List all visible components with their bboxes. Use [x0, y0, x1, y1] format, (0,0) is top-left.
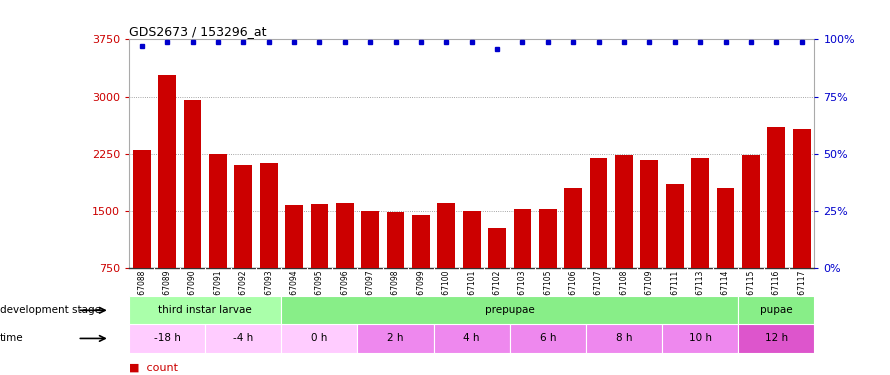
Text: 12 h: 12 h [765, 333, 788, 344]
Bar [662, 324, 738, 352]
Text: GSM67103: GSM67103 [518, 270, 527, 311]
Text: GSM67102: GSM67102 [492, 270, 502, 311]
Text: GSM67088: GSM67088 [137, 270, 146, 311]
Bar [158, 75, 176, 325]
Text: pupae: pupae [760, 305, 793, 315]
Text: GSM67094: GSM67094 [289, 270, 298, 311]
Text: -18 h: -18 h [154, 333, 181, 344]
Text: GSM67090: GSM67090 [188, 270, 197, 311]
Bar [692, 158, 709, 325]
Bar [742, 155, 760, 325]
Text: GDS2673 / 153296_at: GDS2673 / 153296_at [129, 25, 266, 38]
Bar [412, 215, 430, 325]
Bar [281, 296, 738, 324]
Bar [336, 203, 353, 325]
Text: 6 h: 6 h [539, 333, 556, 344]
Bar [590, 158, 608, 325]
Text: GSM67106: GSM67106 [569, 270, 578, 311]
Bar [586, 324, 662, 352]
Bar [514, 209, 531, 325]
Bar [386, 213, 404, 325]
Text: GSM67114: GSM67114 [721, 270, 730, 311]
Bar [539, 209, 557, 325]
Text: 8 h: 8 h [616, 333, 632, 344]
Text: GSM67101: GSM67101 [467, 270, 476, 311]
Text: 2 h: 2 h [387, 333, 404, 344]
Text: third instar larvae: third instar larvae [158, 305, 252, 315]
Text: GSM67108: GSM67108 [619, 270, 628, 311]
Bar [738, 296, 814, 324]
Text: GSM67107: GSM67107 [595, 270, 603, 311]
Bar [209, 154, 227, 325]
Text: GSM67092: GSM67092 [239, 270, 247, 311]
Bar [129, 324, 206, 352]
Text: GSM67098: GSM67098 [391, 270, 400, 311]
Text: 4 h: 4 h [464, 333, 480, 344]
Bar [564, 188, 582, 325]
Text: GSM67116: GSM67116 [772, 270, 781, 311]
Bar [738, 324, 814, 352]
Bar [641, 160, 659, 325]
Bar [183, 100, 201, 325]
Text: GSM67115: GSM67115 [747, 270, 756, 311]
Bar [361, 211, 379, 325]
Bar [510, 324, 586, 352]
Text: ■  count: ■ count [129, 363, 178, 372]
Bar [438, 202, 455, 325]
Bar [285, 205, 303, 325]
Text: GSM67105: GSM67105 [543, 270, 553, 311]
Bar [234, 165, 252, 325]
Text: time: time [0, 333, 24, 344]
Text: GSM67089: GSM67089 [163, 270, 172, 311]
Text: 0 h: 0 h [312, 333, 328, 344]
Bar [489, 228, 506, 325]
Text: GSM67096: GSM67096 [340, 270, 349, 311]
Text: GSM67097: GSM67097 [366, 270, 375, 311]
Bar [311, 204, 328, 325]
Bar [615, 155, 633, 325]
Bar [281, 324, 358, 352]
Text: GSM67100: GSM67100 [441, 270, 451, 311]
Text: -4 h: -4 h [233, 333, 254, 344]
Text: GSM67111: GSM67111 [670, 270, 679, 311]
Text: prepupae: prepupae [485, 305, 535, 315]
Text: GSM67091: GSM67091 [214, 270, 222, 311]
Bar [716, 188, 734, 325]
Bar [260, 163, 278, 325]
Text: GSM67109: GSM67109 [645, 270, 654, 311]
Text: GSM67117: GSM67117 [797, 270, 806, 311]
Bar [358, 324, 433, 352]
Text: GSM67095: GSM67095 [315, 270, 324, 311]
Text: development stage: development stage [0, 305, 101, 315]
Bar [793, 129, 811, 325]
Bar [767, 127, 785, 325]
Bar [206, 324, 281, 352]
Bar [666, 184, 684, 325]
Bar [433, 324, 510, 352]
Bar [133, 150, 150, 325]
Text: GSM67099: GSM67099 [417, 270, 425, 311]
Bar [463, 211, 481, 325]
Text: GSM67113: GSM67113 [696, 270, 705, 311]
Text: GSM67093: GSM67093 [264, 270, 273, 311]
Bar [129, 296, 281, 324]
Text: 10 h: 10 h [689, 333, 712, 344]
